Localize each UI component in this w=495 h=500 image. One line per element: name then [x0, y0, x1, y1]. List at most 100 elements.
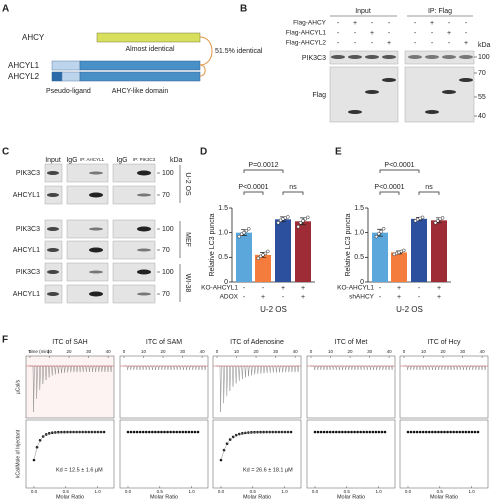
isotherm-frame: [399, 419, 489, 489]
ratio-tick-label: 1.0: [469, 489, 476, 494]
isotherm-point: [437, 430, 440, 434]
band: [137, 292, 151, 296]
isotherm-point: [322, 430, 326, 434]
time-tick-label: 10: [234, 349, 240, 354]
bar: [391, 252, 407, 282]
isotherm-point: [458, 430, 462, 434]
isotherm-point: [424, 430, 428, 434]
data-point: [286, 215, 290, 219]
sign: -: [282, 294, 285, 301]
domain-label: Pseudo-ligand: [46, 88, 91, 95]
sign: -: [388, 30, 391, 37]
blot: [404, 66, 475, 123]
band: [382, 55, 396, 59]
fit-curve: [33, 431, 104, 461]
y-axis-label: Relative LC3 puncta: [209, 213, 216, 276]
domain-bar: [96, 32, 201, 43]
data-point: [242, 230, 246, 235]
ratio-tick-label: 0.0: [125, 489, 132, 494]
isotherm-point: [196, 430, 200, 434]
data-point: [436, 219, 440, 223]
sign: -: [379, 294, 382, 301]
isotherm-point: [446, 430, 449, 434]
isotherm-point: [135, 430, 139, 434]
time-tick-label: 0: [123, 349, 126, 354]
band: [47, 248, 59, 252]
time-tick-label: 30: [86, 349, 92, 354]
band: [47, 292, 59, 296]
time-tick-label: 20: [348, 349, 354, 354]
sign: +: [353, 20, 357, 27]
isotherm-point: [138, 430, 142, 434]
blot: [66, 185, 109, 205]
isotherm-point: [144, 430, 148, 434]
annotation: 51.5% identical: [215, 48, 263, 55]
ratio-tick-label: 1.0: [95, 489, 102, 494]
sign: -: [243, 294, 246, 301]
data-point: [379, 229, 383, 234]
itc-title: ITC of SAM: [146, 339, 182, 346]
data-point: [381, 226, 386, 231]
y-axis-label: Relative LC3 puncta: [345, 213, 352, 276]
isotherm-point: [175, 430, 178, 434]
significance-label: ns: [425, 184, 433, 191]
isotherm-point: [178, 430, 182, 434]
kda-label: 100: [162, 170, 174, 177]
time-tick-label: 20: [254, 349, 260, 354]
itc-title: ITC of Hcy: [427, 339, 461, 346]
sign: -: [465, 30, 468, 37]
kda-label: 100: [162, 226, 174, 233]
ratio-tick-label: 0.5: [437, 489, 444, 494]
isotherm-point: [380, 430, 384, 434]
ratio-tick-label: 0.0: [218, 489, 225, 494]
data-point: [276, 221, 280, 225]
isotherm-point: [377, 430, 381, 434]
protein-name: AHCY: [22, 33, 45, 42]
isotherm-frame: [306, 419, 396, 489]
isotherm-point: [368, 430, 372, 434]
bar: [431, 220, 447, 282]
column-header: IP: Flag: [428, 8, 452, 15]
isotherm-point: [470, 430, 474, 434]
sign: +: [261, 294, 265, 301]
time-tick-label: 40: [293, 349, 299, 354]
time-tick-label: 0: [403, 349, 406, 354]
band: [408, 55, 422, 59]
sign: -: [414, 20, 417, 27]
isotherm-point: [359, 430, 362, 434]
data-point: [377, 231, 381, 236]
blot: [112, 240, 156, 260]
isotherm-point: [172, 430, 175, 434]
data-point: [298, 221, 303, 225]
isotherm-point: [421, 430, 425, 434]
sign: -: [337, 40, 340, 47]
band: [365, 90, 379, 94]
band: [47, 270, 59, 274]
x-axis-label: Molar Ratio: [430, 494, 458, 500]
time-tick-label: 20: [67, 349, 73, 354]
band: [89, 247, 103, 253]
condition-label: KO-AHCYL1: [337, 285, 374, 292]
significance-bracket: [418, 191, 440, 195]
cell-line: WI-38: [184, 274, 191, 293]
band: [47, 171, 59, 175]
blot-label: Flag: [312, 92, 326, 99]
isotherm-frame: [25, 419, 115, 489]
y-tick-label: 1.5: [218, 205, 228, 212]
y-tick-label: 0: [224, 279, 228, 286]
significance-bracket: [243, 191, 264, 195]
blot: [112, 262, 156, 282]
row-label: PIK3C3: [16, 269, 40, 276]
isotherm-point: [431, 430, 434, 434]
y-axis-label: kCal/Mole of Injectant: [15, 429, 21, 478]
band: [47, 193, 59, 197]
thermogram-frame: [399, 355, 489, 419]
blot: [66, 163, 109, 183]
kda-label: 70: [478, 70, 486, 77]
row-label: AHCYL1: [13, 291, 40, 298]
isotherm-point: [461, 430, 465, 434]
band: [137, 226, 151, 232]
isotherm-point: [187, 430, 191, 434]
ratio-tick-label: 1.0: [376, 489, 383, 494]
isotherm-point: [190, 430, 194, 434]
